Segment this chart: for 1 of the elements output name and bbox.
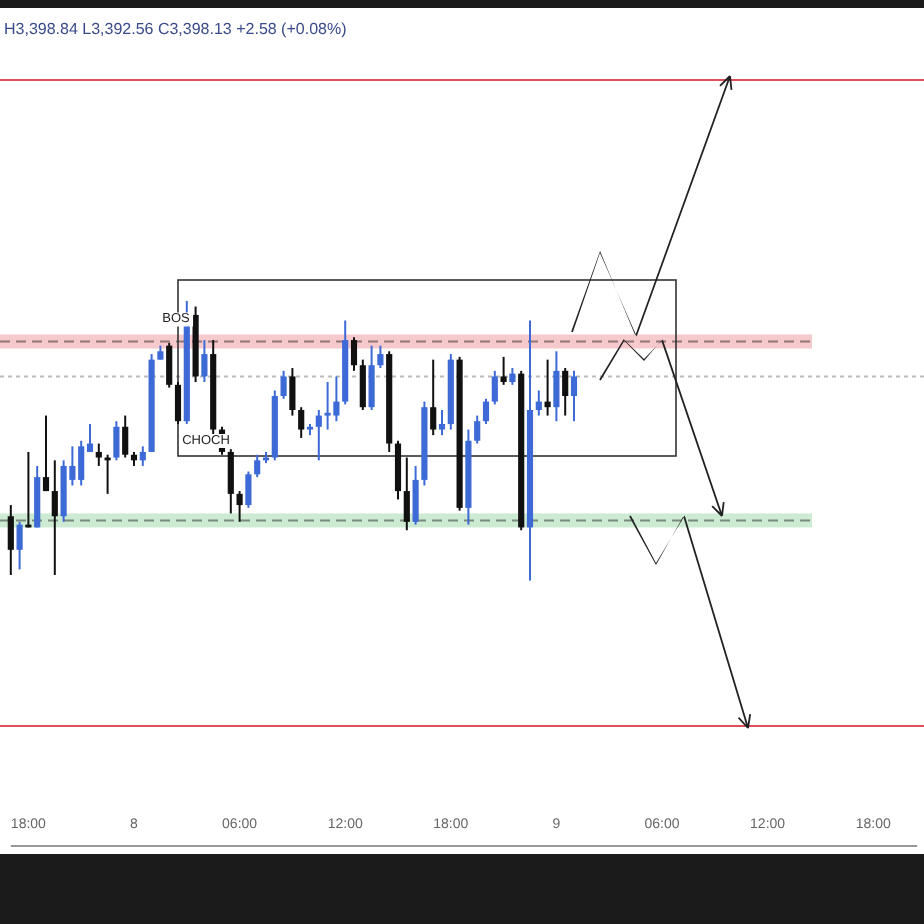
chart-title: H3,398.84 L3,392.56 C3,398.13 +2.58 (+0.08%) bbox=[4, 20, 348, 38]
